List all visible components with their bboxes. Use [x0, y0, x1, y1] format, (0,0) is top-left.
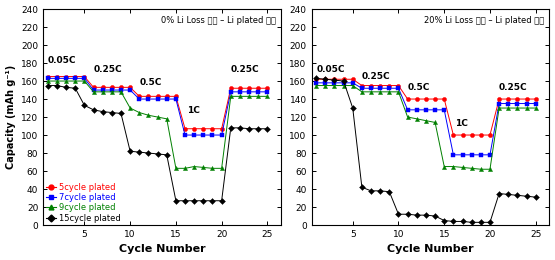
Text: 0.05C: 0.05C [316, 65, 345, 74]
X-axis label: Cycle Number: Cycle Number [119, 244, 205, 255]
Text: 20% Li Loss 양극 – Li plated 음극: 20% Li Loss 양극 – Li plated 음극 [425, 16, 544, 24]
Legend: 5cycle plated, 7cycle plated, 9cycle plated, 15cycle plated: 5cycle plated, 7cycle plated, 9cycle pla… [46, 183, 121, 223]
X-axis label: Cycle Number: Cycle Number [387, 244, 474, 255]
Text: 0.25C: 0.25C [499, 83, 528, 92]
Text: 0.25C: 0.25C [94, 65, 122, 74]
Text: 0.5C: 0.5C [139, 78, 162, 87]
Text: 1C: 1C [187, 106, 200, 115]
Text: 0% Li Loss 양극 – Li plated 음극: 0% Li Loss 양극 – Li plated 음극 [162, 16, 276, 24]
Text: 1C: 1C [455, 119, 468, 128]
Text: 0.05C: 0.05C [48, 56, 76, 65]
Text: 0.5C: 0.5C [407, 83, 430, 92]
Text: 0.25C: 0.25C [231, 65, 259, 74]
Y-axis label: Capacity (mAh g⁻¹): Capacity (mAh g⁻¹) [6, 65, 16, 169]
Text: 0.25C: 0.25C [362, 72, 391, 81]
